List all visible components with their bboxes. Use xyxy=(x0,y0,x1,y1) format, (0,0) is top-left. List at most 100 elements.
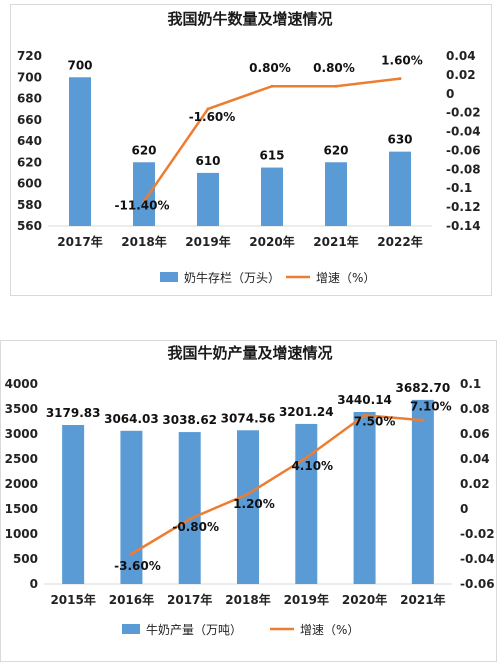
x-tick-label: 2019年 xyxy=(284,592,329,607)
growth-value-label: -0.80% xyxy=(172,520,219,534)
growth-point xyxy=(334,84,338,88)
y-left-tick-label: 1500 xyxy=(5,502,38,516)
chart-bar xyxy=(62,425,85,584)
bar-value-label: 3682.70 xyxy=(396,381,451,395)
y-right-tick-label: -0.02 xyxy=(446,106,481,120)
y-right-tick-label: 0.02 xyxy=(460,477,490,491)
growth-value-label: 1.20% xyxy=(233,497,275,511)
y-left-tick-label: 720 xyxy=(17,49,42,63)
growth-point xyxy=(398,77,402,81)
x-tick-label: 2022年 xyxy=(377,234,422,249)
y-left-tick-label: 560 xyxy=(17,219,42,233)
x-tick-label: 2016年 xyxy=(109,592,154,607)
chart-bar xyxy=(237,430,259,584)
legend-bar-swatch xyxy=(160,272,178,282)
chart-title: 我国奶牛数量及增速情况 xyxy=(167,10,332,28)
chart-bar xyxy=(133,162,155,226)
chart-cattle-svg: 我国奶牛数量及增速情况 560 580 600 620 640 660 680 700 720 -0… xyxy=(17,10,481,285)
chart-frame-milk xyxy=(0,340,497,662)
growth-value-label: -11.40% xyxy=(115,198,170,212)
y-right-tick-label: -0.02 xyxy=(460,527,495,541)
bar-value-label: 3038.62 xyxy=(162,413,217,427)
y-left-tick-label: 3500 xyxy=(5,402,38,416)
legend-bar-swatch xyxy=(122,624,140,634)
growth-point xyxy=(246,492,250,496)
bar-value-label: 615 xyxy=(259,149,284,163)
growth-line xyxy=(130,413,423,556)
growth-value-label: 1.60% xyxy=(381,54,423,68)
growth-value-label: 7.10% xyxy=(410,399,452,413)
legend-bar-label: 奶牛存栏（万头） xyxy=(184,270,280,285)
chart-frame-cattle xyxy=(10,4,492,296)
legend-bar-label: 牛奶产量（万吨） xyxy=(146,622,242,637)
y-left-tick-label: 580 xyxy=(17,198,42,212)
x-tick-label: 2017年 xyxy=(57,234,102,249)
legend-line-label: 增速（%） xyxy=(316,271,375,285)
y-right-tick-label: 0 xyxy=(446,87,454,101)
x-tick-label: 2020年 xyxy=(249,234,294,249)
y-right-tick-label: 0.1 xyxy=(460,377,481,391)
y-left-tick-label: 3000 xyxy=(5,427,38,441)
chart-bar xyxy=(69,77,91,226)
y-left-tick-label: 0 xyxy=(30,577,38,591)
bar-value-label: 3074.56 xyxy=(221,411,276,425)
chart-bar xyxy=(411,399,434,584)
x-tick-label: 2021年 xyxy=(400,592,445,607)
y-left-tick-label: 2500 xyxy=(5,452,38,466)
growth-value-label: -3.60% xyxy=(114,559,161,573)
chart-panel-milk: 我国牛奶产量及增速情况 0 500 1000 1500 2000 2500 3000 3500 4… xyxy=(0,336,501,666)
y-left-tick-label: 4000 xyxy=(5,377,38,391)
bar-value-label: 610 xyxy=(195,154,220,168)
y-right-tick-label: 0.06 xyxy=(460,427,490,441)
y-left-tick-label: 700 xyxy=(17,70,42,84)
y-right-tick-label: -0.12 xyxy=(446,200,481,214)
y-right-tick-label: 0.08 xyxy=(460,402,490,416)
y-right-tick-label: -0.04 xyxy=(460,552,495,566)
y-left-tick-label: 640 xyxy=(17,134,42,148)
growth-point xyxy=(129,552,133,556)
chart-bar xyxy=(261,167,283,226)
growth-value-label: 0.80% xyxy=(249,61,291,75)
x-tick-label: 2020年 xyxy=(342,592,387,607)
x-tick-label: 2021年 xyxy=(313,234,358,249)
growth-point xyxy=(142,199,146,203)
bar-value-label: 700 xyxy=(67,58,92,72)
growth-point xyxy=(270,84,274,88)
growth-value-label: 4.10% xyxy=(291,459,333,473)
chart-title: 我国牛奶产量及增速情况 xyxy=(167,344,332,362)
y-left-tick-label: 680 xyxy=(17,92,42,106)
x-tick-label: 2019年 xyxy=(185,234,230,249)
y-right-tick-label: -0.08 xyxy=(446,162,481,176)
y-right-tick-label: 0.02 xyxy=(446,68,476,82)
x-tick-label: 2018年 xyxy=(225,592,270,607)
growth-value-label: -1.60% xyxy=(189,110,236,124)
chart-bar xyxy=(389,151,411,226)
bar-value-label: 3440.14 xyxy=(337,393,392,407)
y-right-tick-label: -0.14 xyxy=(446,219,481,233)
y-left-tick-label: 620 xyxy=(17,155,42,169)
y-right-tick-label: -0.1 xyxy=(446,181,472,195)
chart-panel-cattle: 我国奶牛数量及增速情况 560 580 600 620 640 660 680 700 720 -0… xyxy=(0,0,501,300)
chart-bar xyxy=(197,172,219,226)
bar-value-label: 620 xyxy=(131,143,156,157)
y-right-tick-label: -0.06 xyxy=(446,143,481,157)
bar-value-label: 3064.03 xyxy=(104,412,159,426)
y-left-tick-label: 500 xyxy=(13,552,38,566)
y-left-tick-label: 660 xyxy=(17,113,42,127)
y-right-tick-label: 0 xyxy=(460,502,468,516)
y-left-tick-label: 600 xyxy=(17,177,42,191)
x-tick-label: 2017年 xyxy=(167,592,212,607)
x-tick-label: 2015年 xyxy=(50,592,95,607)
legend-line-label: 增速（%） xyxy=(300,623,359,637)
y-right-tick-label: -0.04 xyxy=(446,125,481,139)
chart-bar xyxy=(353,411,376,584)
chart-bar xyxy=(178,432,201,584)
y-left-tick-label: 1000 xyxy=(5,527,38,541)
x-tick-label: 2018年 xyxy=(121,234,166,249)
growth-point xyxy=(421,418,425,422)
y-right-tick-label: 0.04 xyxy=(446,49,476,63)
chart-milk-svg: 我国牛奶产量及增速情况 0 500 1000 1500 2000 2500 3000 3500 4… xyxy=(5,344,495,637)
y-left-tick-label: 2000 xyxy=(5,477,38,491)
growth-point xyxy=(188,517,192,521)
y-right-tick-label: -0.06 xyxy=(460,577,495,591)
